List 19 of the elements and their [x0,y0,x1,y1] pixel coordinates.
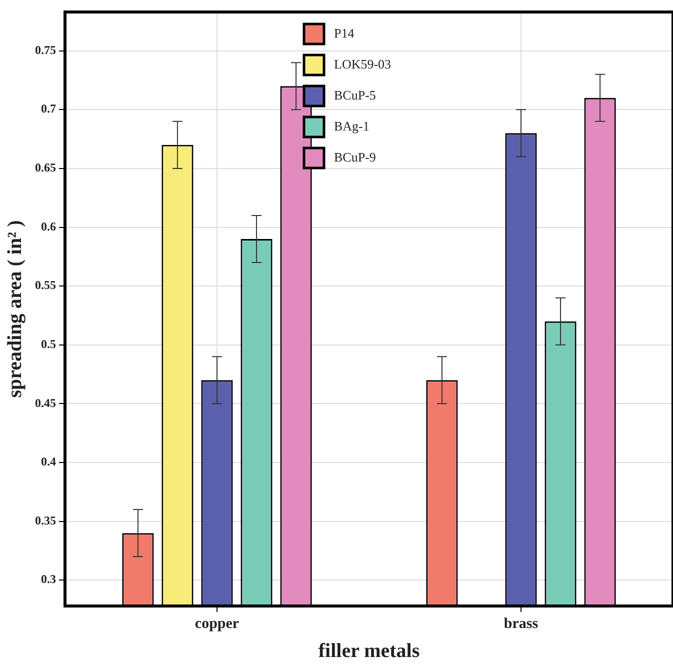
y-tick-label: 0.75 [35,42,56,57]
y-tick-label: 0.6 [41,219,56,234]
legend-label: BAg-1 [334,118,370,134]
x-tick-label: copper [194,616,240,632]
y-tick-label: 0.7 [41,102,56,116]
legend-label: BCuP-9 [334,149,376,164]
x-tick-label: brass [504,616,538,632]
y-axis-title: spreading area ( in² ) [4,220,26,398]
legend-label: BCuP-5 [334,87,376,102]
legend-label: LOK59-03 [334,56,392,72]
y-tick-label: 0.4 [41,454,56,469]
y-tick-label: 0.45 [35,396,56,410]
y-tick-label: 0.55 [35,278,56,292]
y-tick-label: 0.35 [35,513,56,528]
y-tick-label: 0.5 [41,336,56,351]
y-tick-label: 0.3 [41,572,56,586]
legend-label: P14 [334,25,355,40]
y-tick-label: 0.65 [35,160,56,175]
x-axis-title: filler metals [318,640,420,662]
